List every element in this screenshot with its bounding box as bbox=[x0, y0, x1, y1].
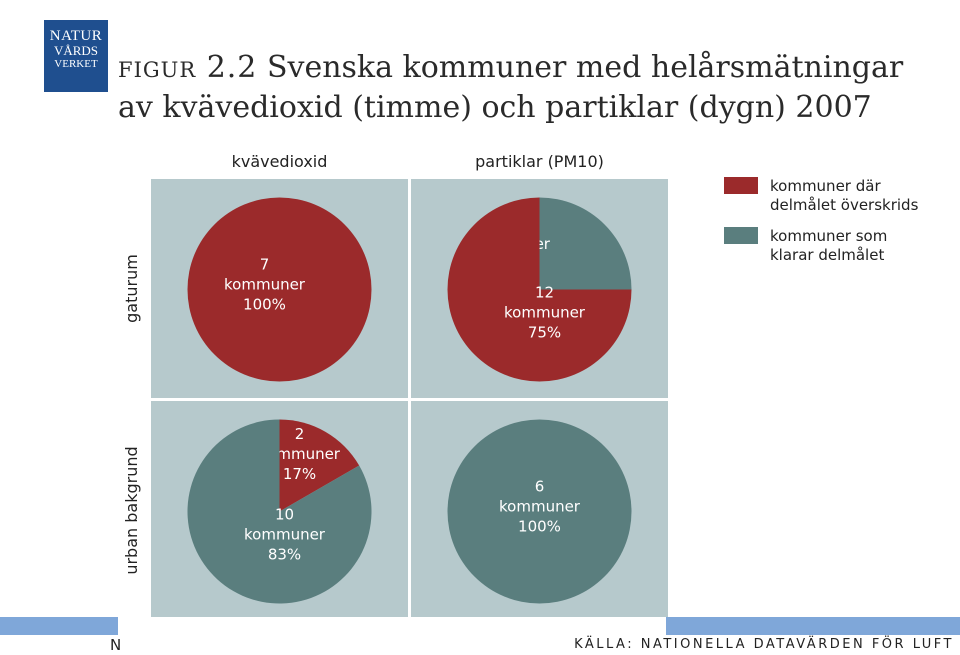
slice-label-3-1-1: 2 bbox=[295, 425, 305, 443]
slice-label-2-2-1: 12 bbox=[535, 284, 554, 302]
slice-label-3-2-1: 10 bbox=[275, 506, 294, 524]
legend-swatch-meets bbox=[724, 227, 758, 244]
legend-label-meets: kommuner som klarar delmålet bbox=[770, 227, 888, 264]
row-header-1: gaturum bbox=[122, 254, 141, 323]
logo-line-3: VERKET bbox=[54, 58, 98, 70]
slice-label-1-1-1: 7 bbox=[260, 256, 270, 274]
row-header-2: urban bakgrund bbox=[122, 446, 141, 574]
slice-label-1-1-2: kommuner bbox=[224, 276, 306, 294]
naturvardsverket-logo: NATUR VÅRDS VERKET bbox=[44, 20, 108, 92]
slice-label-2-2-2: kommuner bbox=[504, 304, 586, 322]
column-header-1: kvävedioxid bbox=[232, 152, 328, 171]
pie-slice-3-1 bbox=[279, 419, 360, 512]
legend-label-exceeds: kommuner där delmålet överskrids bbox=[770, 177, 919, 214]
slice-label-3-2-3: 83% bbox=[268, 546, 301, 564]
legend-swatch-exceeds bbox=[724, 177, 758, 194]
figure-number: figur 2.2 bbox=[118, 50, 258, 85]
source-note: KÄLLA: NATIONELLA DATAVÄRDEN FÖR LUFT bbox=[574, 637, 954, 652]
title-line-1: Svenska kommuner med helårsmätningar bbox=[266, 50, 904, 85]
pie-slice-1-1 bbox=[187, 197, 372, 382]
slice-label-2-2-3: 75% bbox=[528, 324, 561, 342]
slice-label-4-1-1: 6 bbox=[535, 478, 545, 496]
footer-bar-left bbox=[0, 617, 118, 635]
pie-slice-2-2 bbox=[447, 197, 632, 382]
slice-label-4-1-2: kommuner bbox=[499, 498, 581, 516]
pie-slice-4-1 bbox=[447, 419, 632, 604]
chart-title: figur 2.2 Svenska kommuner med helårsmät… bbox=[118, 48, 903, 128]
slice-label-1-1-3: 100% bbox=[243, 296, 286, 314]
footer-fragment: N bbox=[110, 636, 122, 654]
slice-label-3-2-2: kommuner bbox=[244, 526, 326, 544]
footer-bar-right bbox=[666, 617, 960, 635]
slice-label-4-1-3: 100% bbox=[518, 518, 561, 536]
pie-chart-grid: kvävedioxid partiklar (PM10) gaturum urban … bbox=[122, 152, 668, 618]
column-header-2: partiklar (PM10) bbox=[475, 152, 604, 171]
footer-bar-gap bbox=[118, 617, 666, 635]
pie-slice-3-2 bbox=[187, 419, 372, 604]
slice-label-3-1-3: 17% bbox=[283, 465, 316, 483]
logo-line-1: NATUR bbox=[49, 28, 103, 44]
title-line-2: av kvävedioxid (timme) och partiklar (dy… bbox=[118, 90, 872, 125]
logo-line-2: VÅRDS bbox=[53, 43, 99, 58]
pie-slice-2-1 bbox=[539, 197, 632, 290]
